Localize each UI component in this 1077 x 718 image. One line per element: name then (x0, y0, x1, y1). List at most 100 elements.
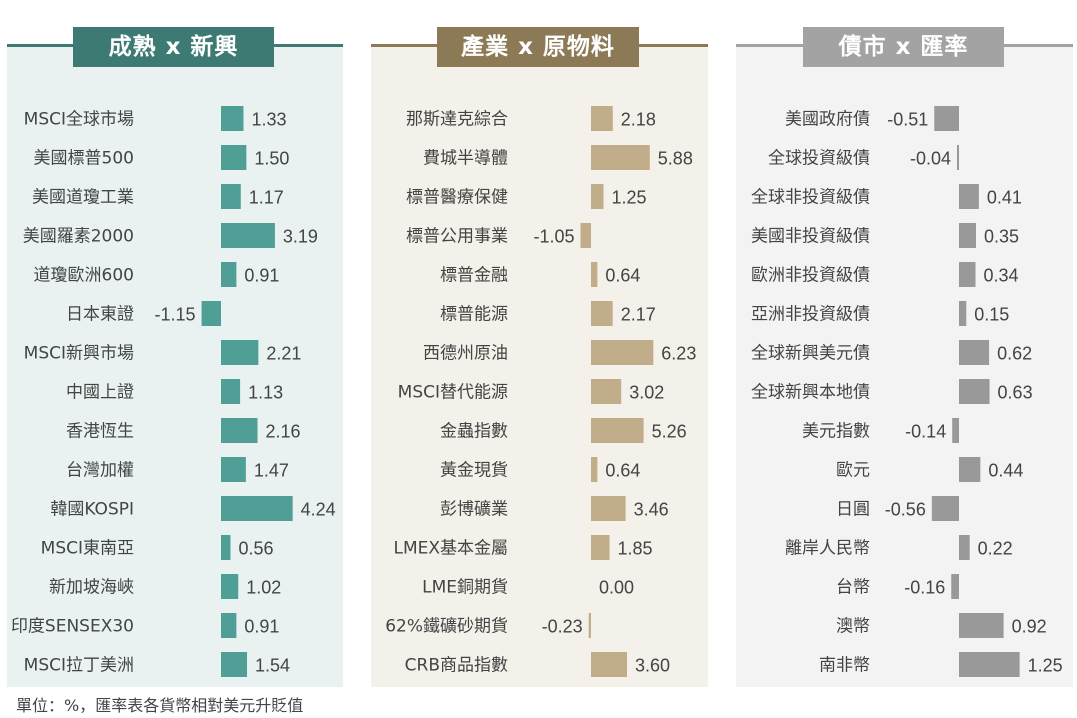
bar (959, 535, 970, 560)
value-label: 2.17 (621, 305, 656, 325)
value-label: -1.05 (533, 227, 574, 247)
category-label: 南非幣 (819, 656, 870, 676)
category-label: 美國羅素2000 (23, 227, 134, 247)
bar (221, 379, 241, 404)
bar (221, 106, 244, 131)
value-label: 0.00 (599, 578, 634, 598)
category-label: 美國政府債 (785, 110, 870, 130)
category-label: 美國標普500 (34, 149, 134, 169)
category-label: 美國道瓊工業 (32, 188, 134, 208)
bar (959, 223, 976, 248)
category-label: 亞洲非投資級債 (751, 305, 870, 325)
bar (221, 418, 258, 443)
category-label: 印度SENSEX30 (11, 617, 134, 637)
value-label: 0.91 (244, 266, 279, 286)
category-label: 標普金融 (440, 266, 508, 286)
bar (591, 535, 610, 560)
value-label: 5.26 (652, 422, 687, 442)
bar (934, 106, 959, 131)
value-label: 0.22 (978, 539, 1013, 559)
bar (931, 496, 959, 521)
bar (959, 457, 981, 482)
bar (959, 340, 990, 365)
value-label: 0.44 (988, 461, 1023, 481)
category-label: 道瓊歐洲600 (34, 266, 134, 286)
category-label: 韓國KOSPI (50, 500, 134, 520)
unit-note: 單位：%，匯率表各貨幣相對美元升貶值 (16, 696, 304, 715)
value-label: 0.15 (974, 305, 1009, 325)
category-label: MSCI拉丁美洲 (24, 656, 134, 676)
category-label: 費城半導體 (423, 149, 508, 169)
value-label: 1.47 (254, 461, 289, 481)
bar (221, 340, 259, 365)
category-label: 日圓 (836, 500, 870, 520)
value-label: 3.19 (283, 227, 318, 247)
category-label: 金蟲指數 (440, 422, 508, 442)
value-label: 0.91 (244, 617, 279, 637)
value-label: 3.02 (629, 383, 664, 403)
value-label: 1.50 (254, 149, 289, 169)
bar (221, 535, 231, 560)
category-label: 彭博礦業 (440, 500, 508, 520)
category-label: 台灣加權 (66, 461, 134, 481)
bar (591, 106, 613, 131)
bar (588, 613, 591, 638)
value-label: 0.56 (238, 539, 273, 559)
category-label: MSCI替代能源 (398, 383, 508, 403)
category-label: 全球新興美元債 (751, 344, 870, 364)
value-label: 1.02 (246, 578, 281, 598)
chart-mature-emerging: MSCI全球市場 1.33 美國標普500 1.50 美國道瓊工業 1.17 美國羅素200… (11, 106, 336, 677)
bar (221, 496, 293, 521)
value-label: -0.16 (904, 578, 945, 598)
value-label: 1.25 (612, 188, 647, 208)
bar (221, 223, 275, 248)
bar (221, 457, 246, 482)
category-label: 歐洲非投資級債 (751, 266, 870, 286)
bar (591, 145, 650, 170)
category-label: 西德州原油 (423, 344, 508, 364)
value-label: -1.15 (155, 305, 196, 325)
panel-background (736, 44, 1073, 687)
value-label: 1.25 (1028, 656, 1063, 676)
bar (201, 301, 221, 326)
category-label: 標普能源 (440, 305, 508, 325)
category-label: 美國非投資級債 (751, 227, 870, 247)
category-label: 新加坡海峽 (49, 578, 134, 598)
bar (591, 184, 604, 209)
category-label: 全球投資級債 (768, 149, 870, 169)
bar (959, 262, 976, 287)
bar (591, 379, 622, 404)
category-label: 全球新興本地債 (751, 383, 870, 403)
bar (221, 145, 247, 170)
bar (221, 262, 237, 287)
chart-industry-commodity: 那斯達克綜合 2.18 費城半導體 5.88 標普醫療保健 1.25 標普公用事業 -1.05… (385, 106, 696, 677)
category-label: 香港恆生 (66, 422, 134, 442)
category-label: MSCI新興市場 (24, 344, 134, 364)
bar (221, 613, 237, 638)
category-label: 全球非投資級債 (751, 188, 870, 208)
value-label: 0.41 (987, 188, 1022, 208)
value-label: 2.18 (621, 110, 656, 130)
category-label: MSCI全球市場 (24, 110, 134, 130)
category-label: CRB商品指數 (405, 656, 508, 676)
category-label: 黃金現貨 (440, 461, 508, 481)
value-label: 0.64 (605, 461, 640, 481)
value-label: 0.64 (605, 266, 640, 286)
panel-background (7, 44, 343, 687)
category-label: 62%鐵礦砂期貨 (385, 617, 508, 637)
bar (591, 262, 598, 287)
value-label: 2.21 (266, 344, 301, 364)
category-label: 美元指數 (802, 422, 870, 442)
value-label: -0.14 (905, 422, 946, 442)
category-label: LME銅期貨 (422, 578, 508, 598)
bar (591, 496, 626, 521)
bar (951, 574, 959, 599)
bar (959, 652, 1020, 677)
bar (957, 145, 959, 170)
panel-bond-fx: 債市 x 匯率 美國政府債 -0.51 全球投資級債 -0.04 全球非投資級債 0.41… (736, 27, 1073, 687)
panel-mature-emerging: 成熟 x 新興 MSCI全球市場 1.33 美國標普500 1.50 美國道瓊工業 1.1… (7, 27, 343, 687)
chart-bond-fx: 美國政府債 -0.51 全球投資級債 -0.04 全球非投資級債 0.41 美國非投資級債 0… (751, 106, 1063, 677)
category-label: 台幣 (836, 578, 870, 598)
bar (959, 184, 979, 209)
bar (959, 379, 990, 404)
